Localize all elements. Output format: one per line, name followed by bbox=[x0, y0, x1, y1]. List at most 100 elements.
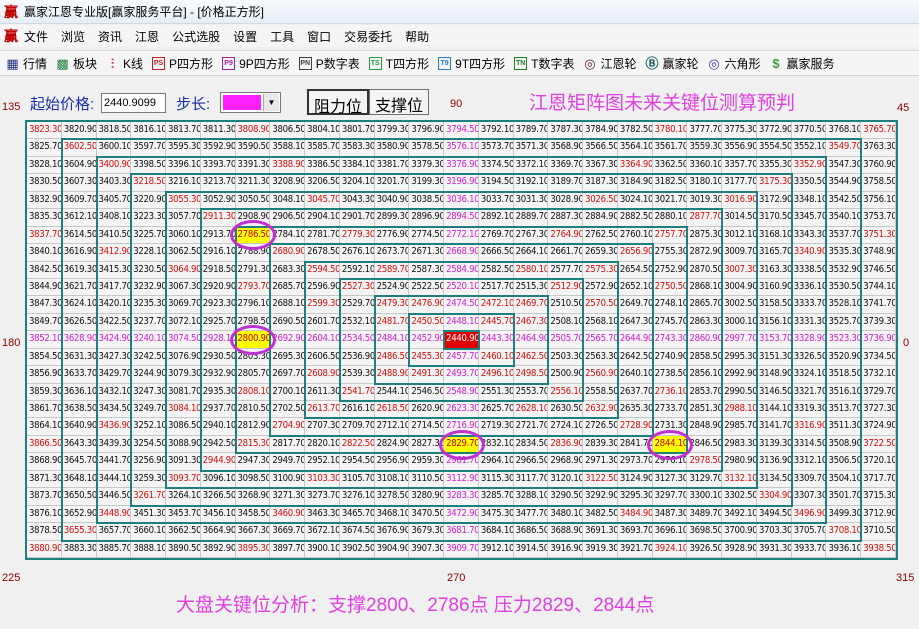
grid-cell: 2860.90 bbox=[687, 331, 723, 349]
toolbar-button-6[interactable]: TS T四方形 bbox=[368, 55, 429, 72]
toolbar-button-4[interactable]: P9 9P四方形 bbox=[222, 55, 290, 72]
menu-browse[interactable]: 浏览 bbox=[61, 29, 86, 44]
grid-cell: 3016.90 bbox=[722, 191, 757, 210]
grid-cell: 3506.50 bbox=[826, 453, 862, 471]
menu-gann[interactable]: 江恩 bbox=[135, 29, 160, 44]
grid-cell: 3340.90 bbox=[791, 244, 827, 262]
grid-cell: 3566.50 bbox=[583, 139, 618, 157]
menu-window[interactable]: 窗口 bbox=[307, 29, 332, 44]
grid-cell: 3422.50 bbox=[96, 313, 132, 332]
menu-formula-picker[interactable]: 公式选股 bbox=[172, 29, 221, 44]
support-button[interactable]: 支撑位 bbox=[369, 89, 430, 115]
grid-cell: 3775.30 bbox=[722, 122, 757, 140]
menu-tools[interactable]: 工具 bbox=[270, 29, 295, 44]
grid-cell: 3086.50 bbox=[166, 418, 201, 436]
grid-cell: 3885.70 bbox=[96, 540, 132, 558]
grid-cell: 2901.70 bbox=[339, 209, 375, 227]
grid-cell: 2731.30 bbox=[652, 418, 688, 436]
grid-cell: 3432.10 bbox=[96, 383, 132, 402]
grid-cell: 3547.30 bbox=[826, 156, 862, 175]
menu-file[interactable]: 文件 bbox=[24, 29, 49, 44]
grid-cell: 3859.30 bbox=[27, 383, 62, 402]
toolbar-button-8[interactable]: TN T数字表 bbox=[514, 55, 574, 72]
grid-cell: 3004.90 bbox=[722, 278, 757, 297]
grid-cell: 2582.50 bbox=[478, 261, 514, 279]
start-price-input[interactable]: 2440.9099 bbox=[101, 93, 166, 113]
toolbar-button-5[interactable]: PN P数字表 bbox=[298, 55, 360, 72]
toolbar-label: K线 bbox=[123, 56, 144, 71]
grid-cell: 3400.90 bbox=[96, 156, 132, 175]
grid-cell: 3055.30 bbox=[166, 191, 201, 210]
grid-cell: 3756.10 bbox=[861, 191, 896, 210]
menu-help[interactable]: 帮助 bbox=[405, 29, 430, 44]
grid-cell: 3888.10 bbox=[131, 540, 167, 558]
grid-cell: 2911.30 bbox=[200, 209, 236, 227]
grid-cell: 3549.70 bbox=[826, 139, 862, 157]
toolbar-label: P四方形 bbox=[169, 56, 214, 71]
resistance-button[interactable]: 阻力位 bbox=[307, 89, 370, 116]
grid-cell: 2762.50 bbox=[583, 226, 618, 245]
analysis-summary: 大盘关键位分析：支撑2800、2786点 压力2829、2844点 bbox=[176, 595, 655, 616]
grid-cell: 2467.30 bbox=[513, 313, 549, 332]
grid-cell: 3916.90 bbox=[548, 540, 584, 558]
grid-cell: 3271.30 bbox=[270, 488, 306, 506]
toolbar-button-0[interactable]: ▦ 行情 bbox=[6, 55, 47, 72]
grid-cell: 2978.50 bbox=[687, 453, 723, 471]
toolbar-button-1[interactable]: ▩ 板块 bbox=[56, 55, 97, 72]
grid-cell: 3652.90 bbox=[61, 505, 97, 524]
t9-icon: T9 bbox=[438, 56, 452, 70]
grid-cell: 3789.70 bbox=[513, 122, 549, 140]
grid-cell: 2584.90 bbox=[444, 261, 479, 279]
grid-cell: 3792.10 bbox=[478, 122, 514, 140]
grid-cell: 2904.10 bbox=[305, 209, 340, 227]
step-color-select[interactable]: ▼ bbox=[220, 92, 281, 113]
grid-cell: 2488.90 bbox=[374, 366, 410, 384]
toolbar-button-10[interactable]: Ⓑ 赢家轮 bbox=[645, 55, 698, 72]
grid-cell: 3868.90 bbox=[27, 453, 62, 471]
control-bar: 起始价格: 2440.9099 步长: ▼ 阻力位 支撑位 江恩矩阵图未来关键位… bbox=[0, 86, 919, 118]
grid-cell: 3571.30 bbox=[513, 139, 549, 157]
grid-cell: 3451.30 bbox=[131, 505, 167, 524]
grid-cell: 3669.70 bbox=[270, 523, 306, 541]
grid-cell: 3060.10 bbox=[166, 226, 201, 245]
menu-bar: 赢 文件 浏览 资讯 江恩 公式选股 设置 工具 窗口 交易委托 帮助 bbox=[0, 25, 919, 47]
grid-cell: 3921.70 bbox=[617, 540, 653, 558]
grid-cell: 3408.10 bbox=[96, 209, 132, 227]
menu-info[interactable]: 资讯 bbox=[98, 29, 123, 44]
toolbar-button-3[interactable]: PS P四方形 bbox=[152, 55, 213, 72]
grid-cell: 3463.30 bbox=[305, 505, 340, 524]
grid-cell: 3345.70 bbox=[791, 209, 827, 227]
grid-cell: 3638.50 bbox=[61, 401, 97, 419]
grid-cell: 3501.70 bbox=[826, 488, 862, 506]
grid-cell: 3765.70 bbox=[861, 122, 896, 140]
toolbar-button-12[interactable]: $ 赢家服务 bbox=[770, 55, 834, 72]
grid-cell: 3028.90 bbox=[548, 191, 584, 210]
chevron-down-icon[interactable]: ▼ bbox=[263, 94, 279, 111]
grid-cell: 3252.10 bbox=[131, 418, 167, 436]
grid-cell: 3525.70 bbox=[826, 313, 862, 332]
grid-cell: 3578.50 bbox=[409, 139, 445, 157]
grid-cell: 3057.70 bbox=[166, 209, 201, 227]
grid-cell: 2666.50 bbox=[478, 244, 514, 262]
menu-settings[interactable]: 设置 bbox=[233, 29, 258, 44]
grid-cell: 3120.10 bbox=[548, 470, 584, 489]
menu-trade[interactable]: 交易委托 bbox=[344, 29, 393, 44]
grid-cell: 3045.70 bbox=[305, 191, 340, 210]
grid-cell: 2568.10 bbox=[583, 313, 618, 332]
toolbar-button-9[interactable]: ◎ 江恩轮 bbox=[583, 55, 636, 72]
grid-cell: 2875.30 bbox=[687, 226, 723, 245]
grid-cell: 2846.50 bbox=[687, 435, 723, 454]
grid-cell: 2688.10 bbox=[270, 296, 306, 314]
toolbar-button-2[interactable]: ⫶ K线 bbox=[106, 55, 143, 72]
grid-cell: 2779.30 bbox=[339, 226, 375, 245]
toolbar-button-11[interactable]: ◎ 六角形 bbox=[708, 55, 760, 72]
grid-cell: 3796.90 bbox=[409, 122, 445, 140]
grid-cell: 3830.50 bbox=[27, 174, 62, 192]
grid-cell: 2704.90 bbox=[270, 418, 306, 436]
grid-cell: 3381.70 bbox=[374, 156, 410, 175]
toolbar-button-7[interactable]: T9 9T四方形 bbox=[438, 55, 505, 72]
grid-cell: 2654.50 bbox=[617, 261, 653, 279]
grid-cell: 3343.30 bbox=[791, 226, 827, 245]
grid-cell: 3636.10 bbox=[61, 383, 97, 402]
grid-cell: 3002.50 bbox=[722, 296, 757, 314]
